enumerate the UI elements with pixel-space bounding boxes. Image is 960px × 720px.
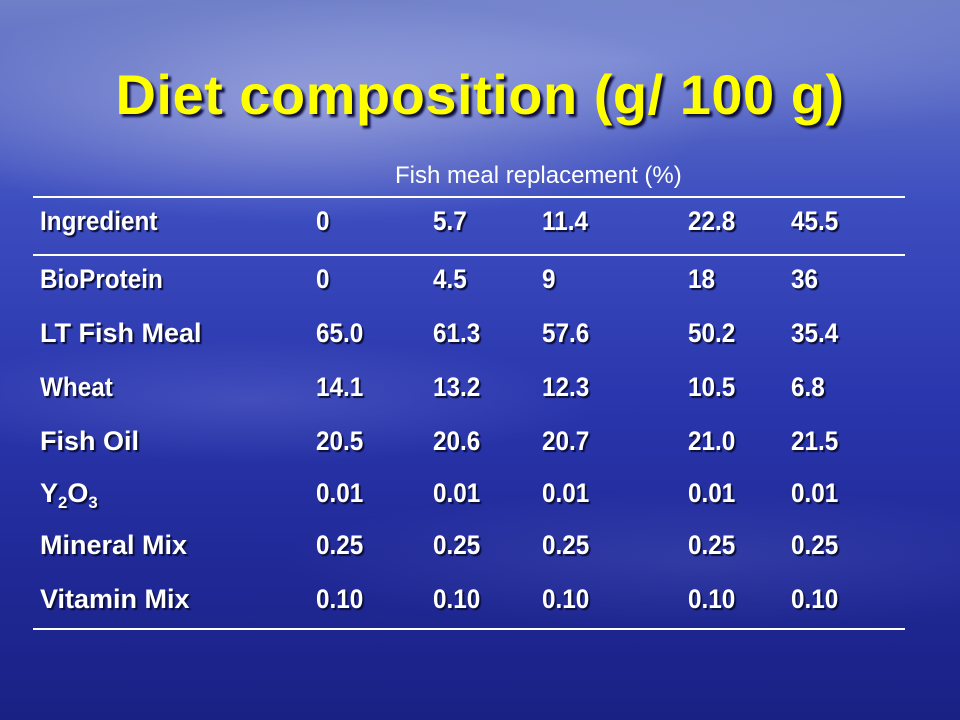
table-cell: 18 bbox=[688, 264, 716, 294]
header-ingredient: Ingredient bbox=[40, 206, 158, 236]
row-label: BioProtein bbox=[40, 264, 163, 294]
table-cell: 50.2 bbox=[688, 318, 736, 348]
row-label: Wheat bbox=[40, 372, 113, 402]
slide-title: Diet composition (g/ 100 g) bbox=[115, 63, 845, 126]
header-col-3: 11.4 bbox=[542, 206, 588, 236]
table-cell: 61.3 bbox=[433, 318, 481, 348]
table-cell: 35.4 bbox=[791, 318, 839, 348]
table-header-row: Ingredient 0 5.7 11.4 22.8 45.5 bbox=[0, 206, 960, 246]
table-cell: 0.25 bbox=[542, 530, 590, 560]
table-cell: 0.10 bbox=[433, 584, 481, 614]
table-cell: 0.10 bbox=[316, 584, 364, 614]
formula-o: O bbox=[67, 478, 89, 508]
row-label-y2o3: Y2O3 bbox=[40, 478, 98, 513]
table-header-rule bbox=[33, 254, 905, 256]
table-cell: 12.3 bbox=[542, 372, 590, 402]
table-row: Vitamin Mix 0.10 0.10 0.10 0.10 0.10 bbox=[0, 584, 960, 624]
table-cell: 0.25 bbox=[433, 530, 481, 560]
table-row: Y2O3 0.01 0.01 0.01 0.01 0.01 bbox=[0, 478, 960, 518]
table-cell: 57.6 bbox=[542, 318, 590, 348]
table-cell: 0.10 bbox=[542, 584, 590, 614]
formula-y: Y bbox=[40, 478, 59, 508]
row-label: LT Fish Meal bbox=[40, 318, 202, 348]
table-cell: 0.25 bbox=[316, 530, 364, 560]
table-cell: 65.0 bbox=[316, 318, 364, 348]
table-cell: 20.7 bbox=[542, 426, 590, 456]
table-cell: 20.6 bbox=[433, 426, 481, 456]
table-cell: 21.5 bbox=[791, 426, 839, 456]
table-cell: 21.0 bbox=[688, 426, 736, 456]
table-subtitle: Fish meal replacement (%) bbox=[395, 162, 682, 189]
table-row: Wheat 14.1 13.2 12.3 10.5 6.8 bbox=[0, 372, 960, 412]
table-cell: 10.5 bbox=[688, 372, 736, 402]
table-cell: 0.25 bbox=[688, 530, 736, 560]
row-label: Fish Oil bbox=[40, 426, 140, 456]
table-cell: 14.1 bbox=[316, 372, 364, 402]
table-row: LT Fish Meal 65.0 61.3 57.6 50.2 35.4 bbox=[0, 318, 960, 358]
row-label: Mineral Mix bbox=[40, 530, 188, 560]
table-cell: 13.2 bbox=[433, 372, 481, 402]
header-col-2: 5.7 bbox=[433, 206, 467, 236]
table-cell: 0.25 bbox=[791, 530, 839, 560]
table-cell: 0.01 bbox=[316, 478, 364, 508]
table-cell: 0.01 bbox=[542, 478, 590, 508]
table-cell: 0.01 bbox=[791, 478, 839, 508]
table-cell: 4.5 bbox=[433, 264, 467, 294]
header-col-4: 22.8 bbox=[688, 206, 736, 236]
formula-subscript-3: 3 bbox=[88, 493, 98, 512]
table-cell: 20.5 bbox=[316, 426, 364, 456]
table-cell: 6.8 bbox=[791, 372, 825, 402]
table-bottom-rule bbox=[33, 628, 905, 630]
table-cell: 36 bbox=[791, 264, 819, 294]
table-top-rule bbox=[33, 196, 905, 198]
table-cell: 0 bbox=[316, 264, 330, 294]
table-row: Fish Oil 20.5 20.6 20.7 21.0 21.5 bbox=[0, 426, 960, 466]
table-cell: 9 bbox=[542, 264, 556, 294]
table-cell: 0.01 bbox=[688, 478, 736, 508]
header-col-5: 45.5 bbox=[791, 206, 839, 236]
table-row: BioProtein 0 4.5 9 18 36 bbox=[0, 264, 960, 304]
header-col-1: 0 bbox=[316, 206, 330, 236]
table-cell: 0.10 bbox=[791, 584, 839, 614]
table-row: Mineral Mix 0.25 0.25 0.25 0.25 0.25 bbox=[0, 530, 960, 570]
table-cell: 0.01 bbox=[433, 478, 481, 508]
table-cell: 0.10 bbox=[688, 584, 736, 614]
formula-subscript-2: 2 bbox=[58, 493, 68, 512]
row-label: Vitamin Mix bbox=[40, 584, 190, 614]
